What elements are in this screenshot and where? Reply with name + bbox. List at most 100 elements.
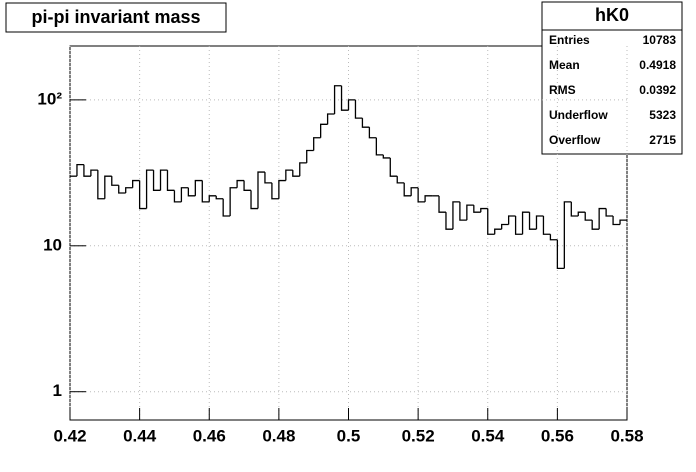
y-tick-label: 10 [43,235,62,254]
stats-value: 0.4918 [639,58,676,72]
histogram-bin [180,187,189,202]
histogram-bin [570,201,579,217]
histogram-bin [320,123,328,138]
title-box [5,2,227,33]
histogram-bin [410,187,419,196]
histogram-bin [76,163,84,177]
histogram-bin [619,219,627,225]
histogram-bin [445,212,453,230]
histogram-bin [577,211,586,217]
histogram-bin [403,182,412,197]
histogram-bin [215,195,224,200]
histogram-bin [556,239,565,270]
histogram-bin [285,169,293,181]
stats-box [541,1,683,155]
histogram-bin [313,137,321,151]
histogram-bin [521,211,530,235]
histogram-bin [396,176,405,184]
histogram-bin [612,216,621,226]
histogram-bin [264,172,272,184]
histogram-bin [424,195,433,202]
histogram-bin [236,179,245,188]
histogram-bin [340,85,349,111]
histogram-bin [549,234,558,241]
x-tick-label: 0.42 [53,426,86,445]
histogram-bin [271,182,279,200]
histogram-bin [584,212,593,221]
histogram-bin [173,190,182,203]
histogram-bin [459,201,467,221]
chart-title: pi-pi invariant mass [31,7,200,27]
x-tick-label: 0.46 [193,426,226,445]
stats-value: 0.0392 [639,83,676,97]
y-tick-label: 1 [53,381,62,400]
histogram-bin [83,164,91,177]
histogram-bin [347,99,356,111]
histogram-bin [382,154,391,159]
histogram-bin [528,212,537,230]
x-tick-label: 0.44 [123,426,157,445]
x-tick-label: 0.58 [610,426,643,445]
histogram-bin [361,118,370,128]
histogram-bin [250,190,258,210]
stats-value: 2715 [649,133,676,147]
histogram-bin [598,207,607,230]
histogram-bin [591,220,600,230]
histogram-bin [132,179,140,188]
histogram-bin [501,223,509,230]
histogram-bin [292,170,300,177]
stats-label: Entries [549,33,590,47]
histogram-bin [487,208,495,235]
histogram-bin [417,187,426,203]
histogram-bin [494,228,502,235]
histogram-bin [187,187,196,197]
y-tick-label: 10² [37,89,62,108]
histogram-bin [97,170,105,200]
histogram-bin [222,198,231,217]
stats-label: Mean [549,58,580,72]
histogram-bin [563,201,572,269]
histogram-bin [145,169,154,209]
histogram-bin [535,215,544,230]
histogram-bin [389,157,398,177]
histogram-bin [306,149,314,163]
histogram-bin [333,85,342,115]
histogram-bin [201,180,210,203]
histogram-bin [229,187,238,217]
histogram-bin [104,175,112,199]
histogram-bin [243,180,252,191]
histogram-bin [452,201,460,230]
histogram-bin [118,185,126,194]
histogram-bin [257,171,265,209]
histogram-bin [159,169,168,191]
histogram-bin [152,170,161,191]
histogram-bin [299,162,307,177]
histogram-bin [90,169,98,177]
histogram-bin [354,99,363,119]
histogram-bin [166,170,175,191]
x-tick-label: 0.54 [471,426,505,445]
histogram-bin [507,215,516,225]
x-tick-label: 0.52 [402,426,435,445]
histogram-bin [466,204,474,221]
histogram-bin [278,179,286,199]
stats-label: RMS [549,83,576,97]
histogram-bin [368,127,377,139]
x-tick-label: 0.56 [541,426,574,445]
histogram-bin [125,187,133,194]
histogram-bin [480,207,488,213]
stats-value: 10783 [643,33,677,47]
histogram-bin [542,216,551,235]
histogram-bin [326,113,335,125]
x-tick-label: 0.48 [262,426,295,445]
stats-label: Underflow [549,108,608,122]
histogram-bin [138,180,147,210]
stats-label: Overflow [549,133,601,147]
x-tick-label: 0.5 [337,426,361,445]
histogram-bin [194,179,203,196]
histogram-bin [473,205,481,213]
stats-value: 5323 [649,108,676,122]
histogram-bin [375,137,384,156]
histogram-bin [605,208,614,217]
